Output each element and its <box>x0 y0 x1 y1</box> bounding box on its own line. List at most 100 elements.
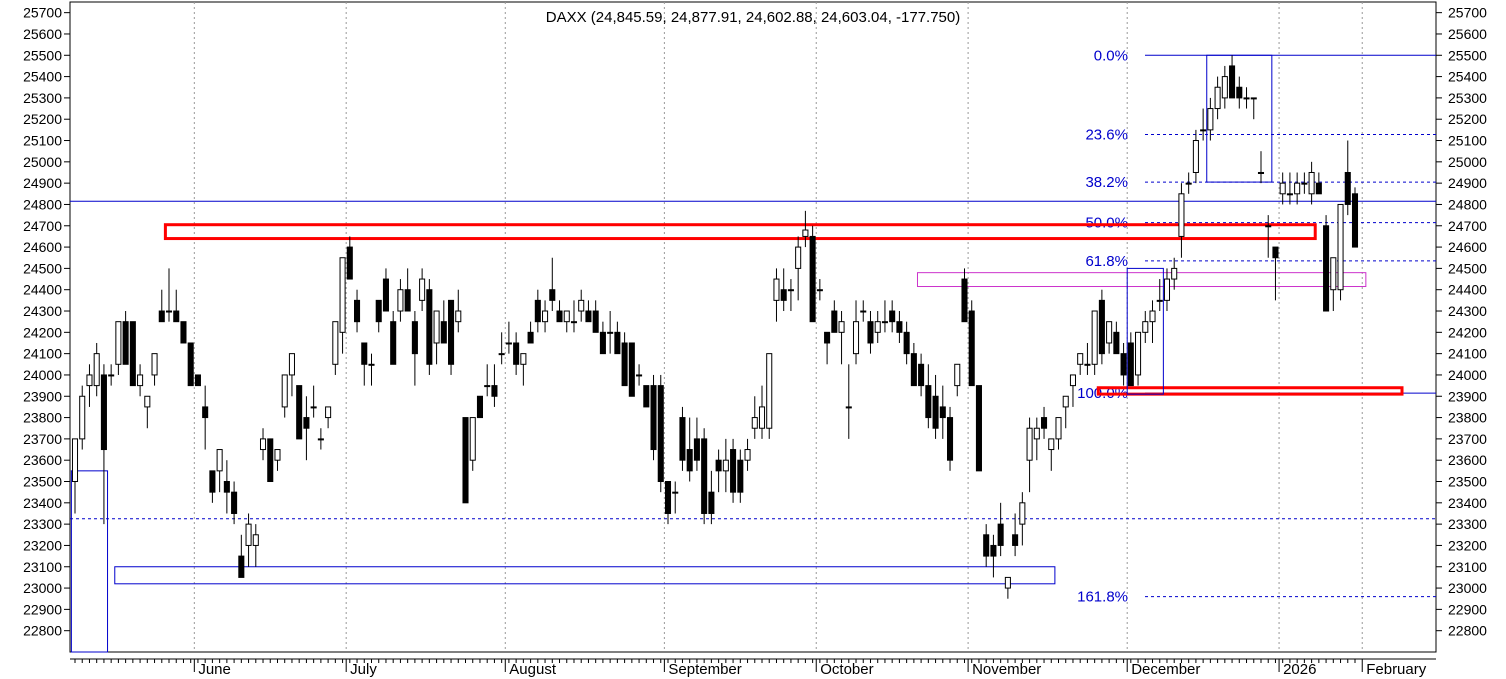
candle <box>845 364 852 439</box>
candle-body <box>1207 108 1214 131</box>
candle-body <box>375 299 382 323</box>
candle <box>1236 76 1243 109</box>
candle <box>505 321 512 354</box>
candle <box>715 449 722 493</box>
candle <box>889 300 896 333</box>
candle <box>542 300 549 333</box>
candle <box>758 385 766 439</box>
y-tick-label-left: 23000 <box>23 580 62 596</box>
candle-body <box>860 310 867 313</box>
candle <box>1156 279 1163 312</box>
x-tick-label: June <box>198 661 231 678</box>
candle-body <box>758 406 766 429</box>
candle-body <box>1185 182 1192 185</box>
y-axis-right: 22800 22900 23000 23100 23200 23300 23400 23500… <box>1436 5 1487 639</box>
candle-body <box>657 385 664 483</box>
candle-body <box>86 374 93 387</box>
candle-body <box>946 417 954 461</box>
candle <box>1250 97 1257 120</box>
candle <box>339 257 346 354</box>
candle <box>1344 140 1351 216</box>
candle-body <box>122 321 129 365</box>
candle-body <box>983 534 990 557</box>
candle-body <box>245 523 252 546</box>
x-tick-label: December <box>1131 661 1200 678</box>
candle-body <box>1192 140 1199 173</box>
candle-body <box>1265 225 1272 228</box>
candle-body <box>585 310 592 323</box>
candle <box>129 321 136 387</box>
candle-body <box>1069 374 1076 387</box>
candle <box>1351 187 1359 248</box>
y-tick-label-right: 22800 <box>1448 623 1487 639</box>
candle-body <box>1055 417 1062 440</box>
candle-body <box>317 438 324 441</box>
candle-body <box>975 385 982 472</box>
candle-body <box>382 278 389 312</box>
candle <box>939 385 946 439</box>
candle <box>990 534 997 578</box>
y-tick-label-left: 22900 <box>23 601 62 617</box>
candle-body <box>708 491 715 514</box>
candle-body <box>910 353 917 387</box>
y-tick-label-right: 25700 <box>1448 5 1487 21</box>
candle-body <box>737 459 744 493</box>
candle-body <box>1337 203 1344 291</box>
candle <box>737 449 744 503</box>
candle <box>1178 183 1185 258</box>
candle-body <box>925 385 932 419</box>
y-tick-label-right: 25000 <box>1448 154 1487 170</box>
candle <box>628 342 635 397</box>
candle <box>599 321 606 355</box>
y-tick-label-left: 23700 <box>23 431 62 447</box>
candle-body <box>636 374 643 377</box>
candle <box>433 310 440 365</box>
candle-body <box>216 449 223 472</box>
candle <box>1243 87 1250 109</box>
candle-body <box>599 331 606 355</box>
fib-level-label: 23.6% <box>1085 127 1128 144</box>
candle-body <box>1330 257 1337 291</box>
candle <box>274 449 281 471</box>
fib-level-label: 0.0% <box>1094 47 1128 64</box>
candle <box>332 321 339 375</box>
candle-body <box>795 246 802 269</box>
candle <box>79 385 86 450</box>
candle <box>636 364 643 386</box>
candle <box>231 481 238 525</box>
y-tick-label-right: 23700 <box>1448 431 1487 447</box>
candle-body <box>433 310 440 344</box>
candle <box>325 406 332 429</box>
candle-body <box>1127 342 1134 387</box>
candle-body <box>997 523 1004 546</box>
candle-body <box>339 257 346 333</box>
x-tick-label: September <box>668 661 741 678</box>
candle <box>288 353 295 397</box>
candle <box>397 279 404 322</box>
candle <box>462 417 469 504</box>
candle-body <box>368 363 375 366</box>
candle-body <box>578 299 585 312</box>
candle-body <box>679 417 686 461</box>
y-tick-label-left: 22800 <box>23 623 62 639</box>
candle-body <box>592 310 599 333</box>
candle <box>71 438 79 514</box>
y-tick-label-left: 24800 <box>23 196 62 212</box>
candle <box>592 300 599 333</box>
candle <box>108 364 115 386</box>
candle <box>997 502 1004 557</box>
candle <box>390 311 397 365</box>
candle <box>1077 353 1084 375</box>
candle-body <box>476 395 484 419</box>
candle <box>1142 311 1149 343</box>
candle <box>946 406 954 471</box>
candle <box>867 311 874 354</box>
candle <box>1019 492 1026 546</box>
candle-body <box>1236 86 1243 99</box>
candle <box>1033 417 1040 461</box>
candle-body <box>773 278 780 301</box>
candle-body <box>809 235 816 323</box>
candle <box>918 353 925 397</box>
candle <box>1330 257 1337 312</box>
candle <box>1149 300 1156 343</box>
